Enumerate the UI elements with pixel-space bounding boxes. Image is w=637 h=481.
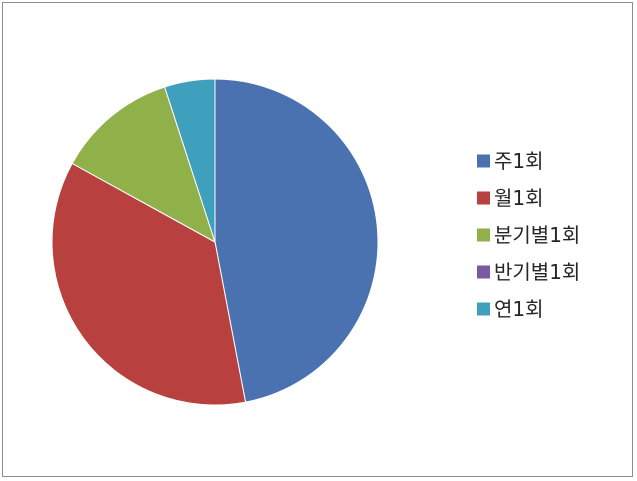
pie-slice-2 — [51, 162, 247, 406]
legend-label-2: 월1회 — [494, 186, 544, 210]
legend-swatch-4 — [477, 265, 490, 279]
legend-swatch-2 — [477, 191, 490, 205]
pie-slice-5 — [163, 78, 216, 243]
legend-label-3: 분기별1회 — [494, 223, 580, 247]
legend-label-1: 주1회 — [494, 149, 544, 173]
pie-slice-1 — [214, 78, 379, 403]
legend-swatch-1 — [477, 154, 490, 168]
legend-swatch-5 — [477, 302, 490, 316]
pie-slice-3 — [71, 86, 216, 244]
pie-slices — [51, 78, 379, 406]
legend-label-5: 연1회 — [494, 297, 544, 321]
legend-swatch-3 — [477, 228, 490, 242]
legend-label-4: 반기별1회 — [494, 260, 580, 284]
